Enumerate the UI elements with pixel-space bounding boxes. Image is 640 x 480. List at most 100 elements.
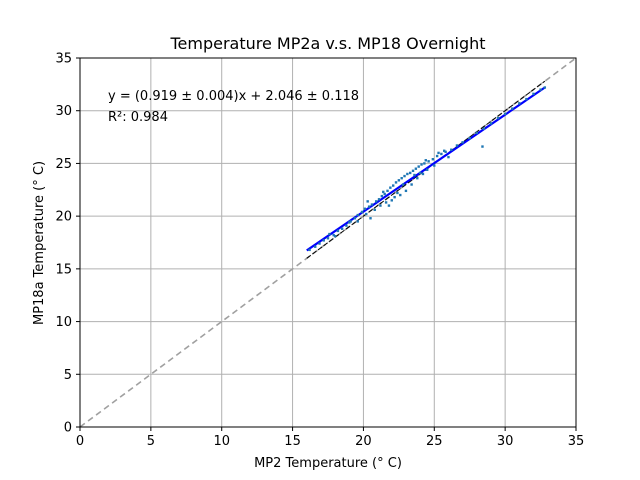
scatter-point — [332, 233, 335, 237]
scatter-point — [349, 220, 352, 223]
scatter-point — [389, 186, 392, 189]
y-tick-label: 30 — [55, 104, 72, 119]
y-tick-label: 15 — [55, 262, 72, 277]
scatter-point — [345, 224, 348, 227]
scatter-point — [443, 149, 446, 152]
scatter-point — [475, 131, 478, 135]
y-tick-label: 20 — [55, 210, 72, 225]
scatter-point — [399, 193, 402, 197]
scatter-point — [353, 217, 357, 220]
scatter-point — [468, 136, 471, 140]
scatter-point — [414, 167, 418, 170]
scatter-point — [418, 171, 422, 175]
scatter-point — [348, 221, 351, 224]
scatter-point — [426, 168, 429, 171]
scatter-point — [318, 242, 321, 245]
scatter-point — [366, 200, 369, 203]
scatter-point — [394, 181, 398, 184]
x-tick-label: 30 — [497, 434, 514, 449]
scatter-point — [444, 150, 447, 154]
scatter-point — [482, 127, 486, 130]
scatter-point — [374, 200, 378, 203]
r-squared-annotation: R²: 0.984 — [108, 110, 168, 125]
x-tick-label: 15 — [284, 434, 301, 449]
scatter-point — [387, 204, 391, 207]
scatter-point — [421, 172, 425, 176]
scatter-point — [447, 155, 450, 159]
scatter-point — [356, 220, 359, 223]
scatter-point — [420, 163, 423, 166]
scatter-point — [360, 210, 364, 214]
scatter-point — [380, 194, 384, 198]
scatter-point — [461, 141, 464, 144]
y-axis-label: MP18a Temperature (° C) — [32, 161, 47, 325]
x-tick-label: 25 — [426, 434, 443, 449]
x-tick-label: 10 — [213, 434, 230, 449]
scatter-point — [326, 237, 330, 240]
scatter-point — [403, 174, 406, 178]
scatter-point — [367, 205, 371, 208]
scatter-point — [396, 191, 399, 195]
x-tick-label: 35 — [568, 434, 585, 449]
scatter-point — [390, 199, 393, 202]
scatter-point — [423, 162, 426, 165]
scatter-point — [410, 183, 413, 186]
y-tick-label: 5 — [64, 368, 72, 383]
scatter-point — [336, 229, 340, 233]
scatter-point — [489, 122, 493, 125]
y-tick-label: 0 — [64, 421, 72, 436]
scatter-point — [431, 158, 435, 161]
scatter-point — [365, 212, 368, 216]
scatter-point — [440, 152, 443, 156]
scatter-point — [543, 86, 547, 89]
scatter-point — [511, 107, 514, 110]
scatter-point — [401, 183, 405, 186]
scatter-point — [481, 145, 484, 148]
scatter-point — [363, 207, 367, 210]
scatter-point — [383, 192, 386, 196]
y-tick-label: 25 — [55, 157, 72, 172]
scatter-point — [417, 165, 420, 168]
plot-frame — [79, 57, 577, 428]
x-axis-label: MP2 Temperature (° C) — [254, 456, 402, 471]
scatter-point — [433, 164, 436, 167]
scatter-point — [503, 112, 507, 116]
scatter-point — [450, 148, 453, 151]
scatter-point — [397, 179, 401, 182]
scatter-point — [525, 97, 528, 101]
scatter-point — [408, 171, 412, 175]
y-axis-ticks: 0 5 10 15 20 25 30 35 — [55, 52, 80, 436]
scatter-point — [435, 154, 439, 158]
scatter-point — [373, 208, 376, 212]
scatter-point — [518, 102, 521, 105]
scatter-point — [416, 176, 419, 180]
chart-title: Temperature MP2a v.s. MP18 Overnight — [169, 34, 485, 53]
scatter-point — [382, 190, 385, 194]
scatter-point — [455, 144, 459, 147]
scatter-point — [308, 248, 311, 252]
scatter-point — [406, 172, 409, 176]
scatter-point — [411, 169, 415, 173]
scatter-point — [333, 234, 337, 238]
fit-equation-annotation: y = (0.919 ± 0.004)x + 2.046 ± 0.118 — [108, 89, 359, 104]
scatter-point — [413, 173, 416, 177]
scatter-point — [384, 201, 388, 204]
scatter-point — [393, 195, 396, 199]
scatter-point — [369, 217, 372, 220]
scatter-point — [400, 176, 403, 180]
scatter-point — [496, 116, 500, 120]
x-axis-ticks: 0 5 10 15 20 25 30 35 — [76, 427, 584, 449]
scatter-point — [532, 92, 535, 96]
scatter-point — [427, 160, 430, 163]
y-tick-label: 10 — [55, 315, 72, 330]
scatter-point — [377, 198, 381, 201]
scatter-point — [314, 245, 317, 248]
scatter-point — [391, 184, 395, 187]
scatter-point — [539, 88, 542, 91]
scatter-point — [379, 204, 382, 207]
scatter-point — [370, 203, 374, 206]
x-tick-label: 5 — [147, 434, 155, 449]
scatter-points — [308, 86, 547, 252]
scatter-point — [328, 232, 331, 236]
